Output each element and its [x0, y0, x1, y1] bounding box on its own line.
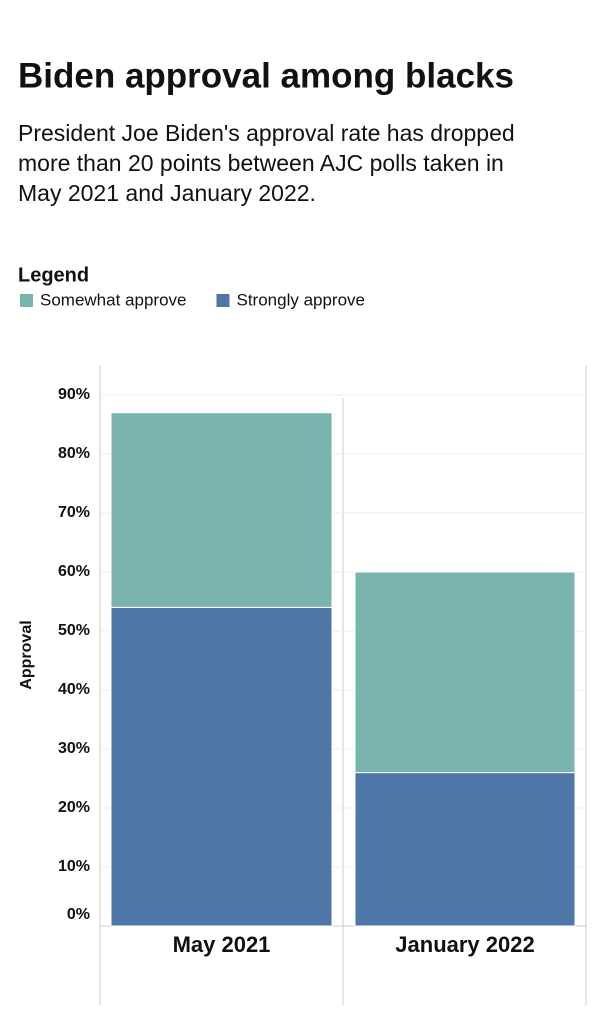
bar-segment: [110, 606, 333, 927]
bar-segment: [354, 772, 576, 927]
y-tick-label: 0%: [67, 906, 90, 923]
legend-swatch: [216, 294, 230, 307]
subtitle: more than 20 points between AJC polls ta…: [18, 150, 504, 176]
y-tick-label: 80%: [58, 445, 90, 462]
y-tick-label: 20%: [58, 799, 90, 816]
bar-segment: [110, 412, 333, 608]
y-axis-title: Approval: [18, 620, 35, 689]
x-tick-label: May 2021: [173, 932, 271, 957]
y-tick-label: 40%: [58, 681, 90, 698]
y-tick-label: 60%: [58, 563, 90, 580]
y-tick-label: 30%: [58, 740, 90, 757]
x-tick-label: January 2022: [395, 932, 534, 957]
legend-label: Somewhat approve: [40, 290, 186, 309]
y-tick-label: 10%: [58, 858, 90, 875]
subtitle: President Joe Biden's approval rate has …: [18, 120, 515, 146]
subtitle: May 2021 and January 2022.: [18, 180, 316, 206]
bar-segment: [354, 571, 576, 774]
legend-label: Strongly approve: [236, 290, 365, 309]
y-tick-label: 70%: [58, 504, 90, 521]
chart-title: Biden approval among blacks: [18, 56, 514, 95]
legend-title: Legend: [18, 264, 89, 286]
legend-swatch: [20, 294, 33, 307]
y-tick-label: 90%: [58, 386, 90, 403]
y-tick-label: 50%: [58, 622, 90, 639]
